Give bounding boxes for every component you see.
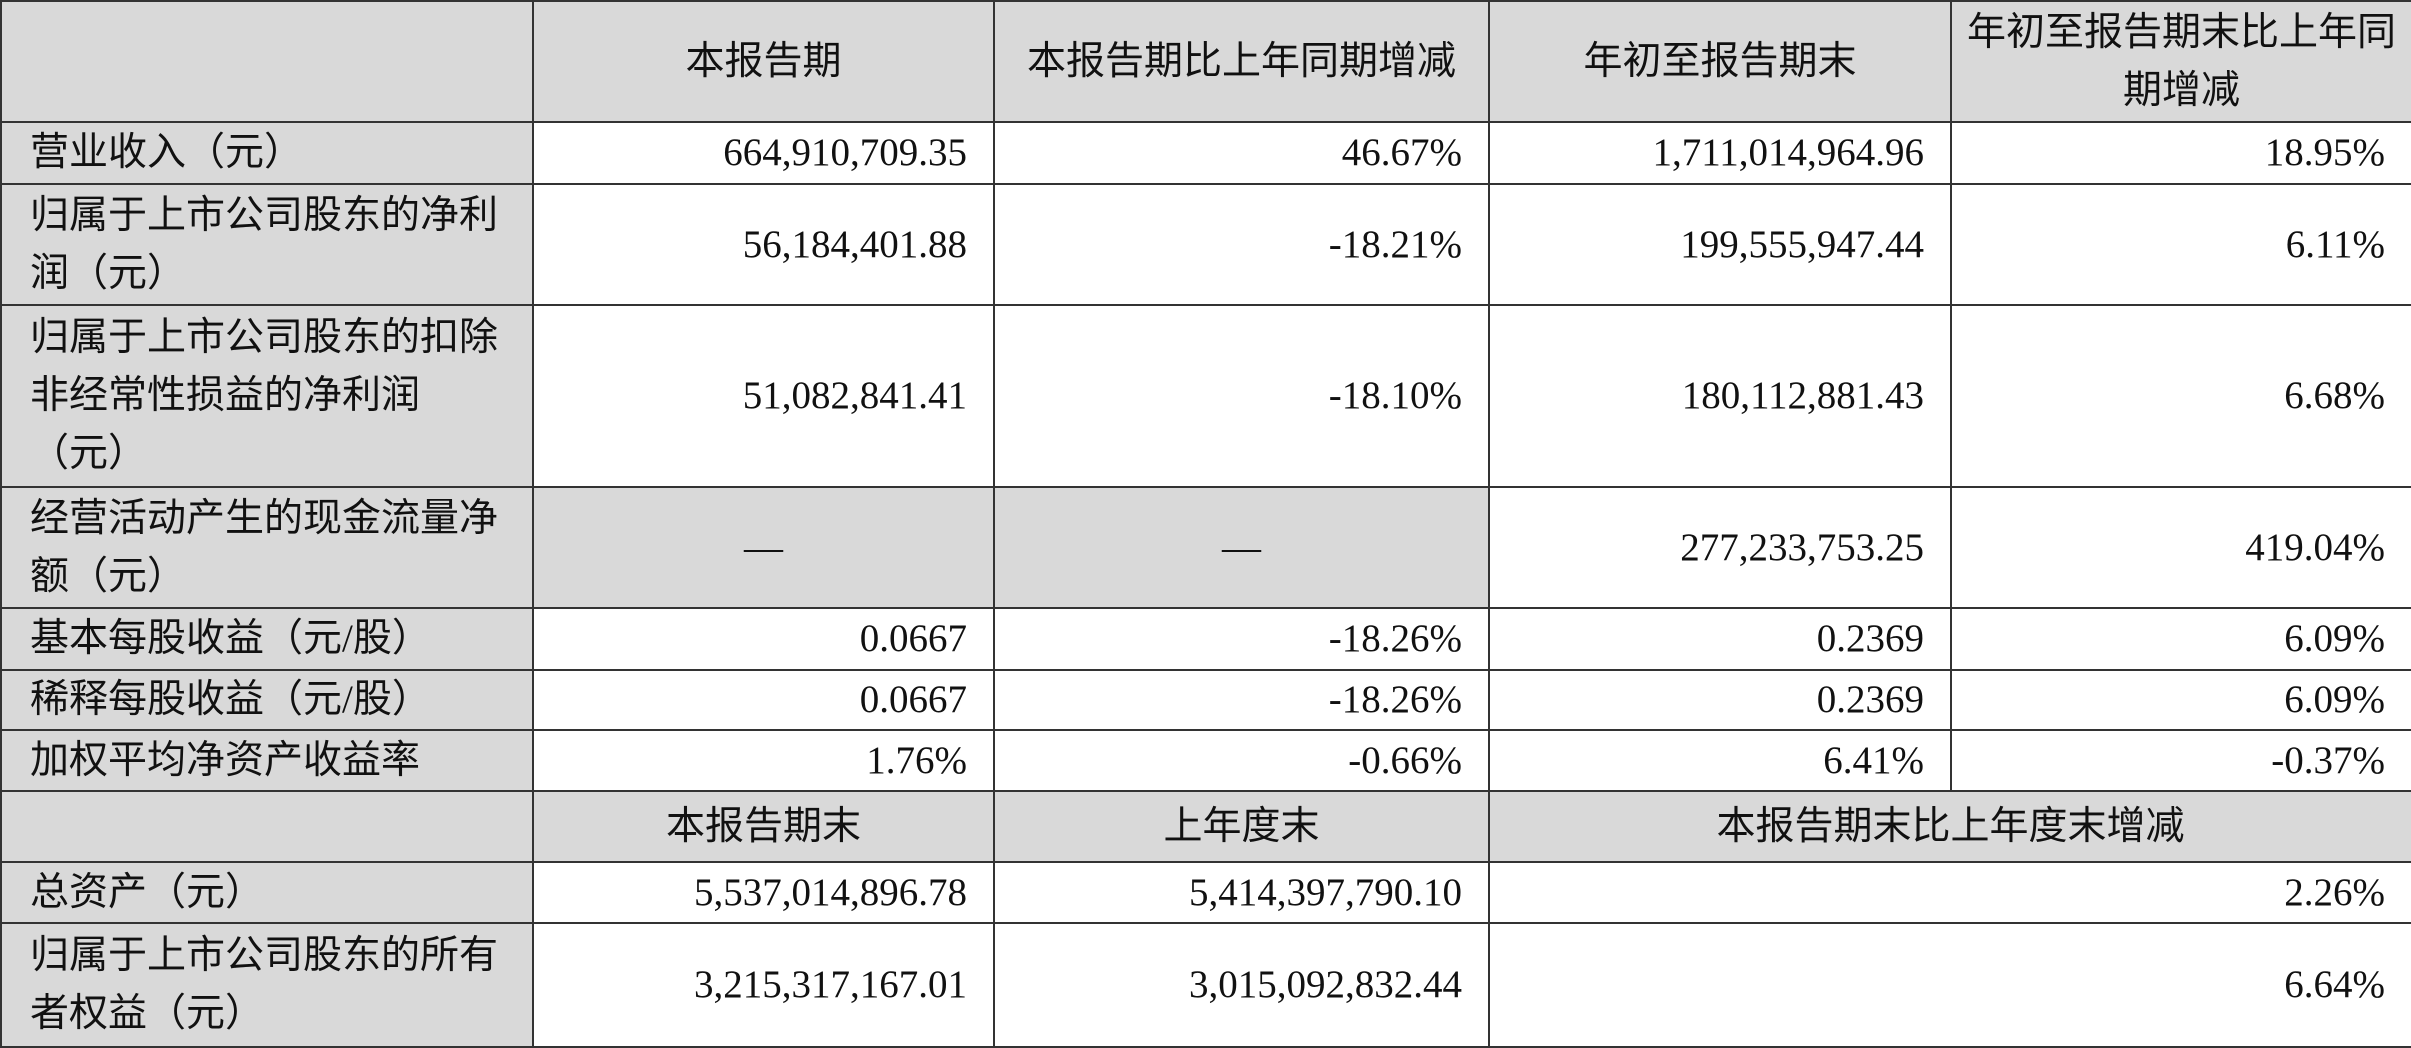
cell: 277,233,753.25 [1488, 486, 1952, 609]
cell: 2.26% [1488, 861, 2411, 924]
cell: 0.0667 [532, 607, 995, 671]
row-label: 归属于上市公司股东的净利润（元） [0, 183, 534, 306]
cell: -18.10% [993, 304, 1490, 488]
header-cell-empty [0, 790, 534, 863]
table-row: 基本每股收益（元/股） 0.0667 -18.26% 0.2369 6.09% [0, 607, 2411, 671]
cell: -0.66% [993, 729, 1490, 792]
cell: 5,414,397,790.10 [993, 861, 1490, 924]
cell: 6.09% [1950, 669, 2411, 731]
cell: 5,537,014,896.78 [532, 861, 995, 924]
cell: 419.04% [1950, 486, 2411, 609]
table-row: 归属于上市公司股东的净利润（元） 56,184,401.88 -18.21% 1… [0, 183, 2411, 306]
cell: 0.2369 [1488, 669, 1952, 731]
table-row: 加权平均净资产收益率 1.76% -0.66% 6.41% -0.37% [0, 729, 2411, 792]
cell-na: — [532, 486, 995, 609]
header-current-period: 本报告期 [532, 0, 995, 123]
cell: 6.41% [1488, 729, 1952, 792]
table-row: 归属于上市公司股东的扣除非经常性损益的净利润（元） 51,082,841.41 … [0, 304, 2411, 488]
cell: 18.95% [1950, 121, 2411, 185]
cell: 6.09% [1950, 607, 2411, 671]
header-current-period-yoy: 本报告期比上年同期增减 [993, 0, 1490, 123]
cell: 51,082,841.41 [532, 304, 995, 488]
cell-na: — [993, 486, 1490, 609]
row-label: 归属于上市公司股东的所有者权益（元） [0, 922, 534, 1048]
table-row: 总资产（元） 5,537,014,896.78 5,414,397,790.10… [0, 861, 2411, 924]
cell: 0.2369 [1488, 607, 1952, 671]
cell: 1,711,014,964.96 [1488, 121, 1952, 185]
header-cell-empty [0, 0, 534, 123]
header-ytd: 年初至报告期末 [1488, 0, 1952, 123]
header-ytd-yoy: 年初至报告期末比上年同期增减 [1950, 0, 2411, 123]
row-label: 营业收入（元） [0, 121, 534, 185]
cell: 199,555,947.44 [1488, 183, 1952, 306]
cell: 6.11% [1950, 183, 2411, 306]
cell: 3,215,317,167.01 [532, 922, 995, 1048]
table-row: 经营活动产生的现金流量净额（元） — — 277,233,753.25 419.… [0, 486, 2411, 609]
cell: -18.26% [993, 607, 1490, 671]
cell: 1.76% [532, 729, 995, 792]
header-change-vs-prior-year-end: 本报告期末比上年度末增减 [1488, 790, 2411, 863]
cell: 56,184,401.88 [532, 183, 995, 306]
cell: 3,015,092,832.44 [993, 922, 1490, 1048]
header-row: 本报告期 本报告期比上年同期增减 年初至报告期末 年初至报告期末比上年同期增减 [0, 0, 2411, 123]
row-label: 稀释每股收益（元/股） [0, 669, 534, 731]
cell: 46.67% [993, 121, 1490, 185]
header-period-end: 本报告期末 [532, 790, 995, 863]
cell: 664,910,709.35 [532, 121, 995, 185]
row-label: 经营活动产生的现金流量净额（元） [0, 486, 534, 609]
table-row: 稀释每股收益（元/股） 0.0667 -18.26% 0.2369 6.09% [0, 669, 2411, 731]
header-prior-year-end: 上年度末 [993, 790, 1490, 863]
row-label: 基本每股收益（元/股） [0, 607, 534, 671]
cell: 6.64% [1488, 922, 2411, 1048]
row-label: 总资产（元） [0, 861, 534, 924]
table-row: 归属于上市公司股东的所有者权益（元） 3,215,317,167.01 3,01… [0, 922, 2411, 1048]
cell: -18.21% [993, 183, 1490, 306]
row-label: 加权平均净资产收益率 [0, 729, 534, 792]
cell: 0.0667 [532, 669, 995, 731]
cell: 6.68% [1950, 304, 2411, 488]
row-label: 归属于上市公司股东的扣除非经常性损益的净利润（元） [0, 304, 534, 488]
cell: -18.26% [993, 669, 1490, 731]
header-row-2: 本报告期末 上年度末 本报告期末比上年度末增减 [0, 790, 2411, 863]
cell: -0.37% [1950, 729, 2411, 792]
cell: 180,112,881.43 [1488, 304, 1952, 488]
table-row: 营业收入（元） 664,910,709.35 46.67% 1,711,014,… [0, 121, 2411, 185]
